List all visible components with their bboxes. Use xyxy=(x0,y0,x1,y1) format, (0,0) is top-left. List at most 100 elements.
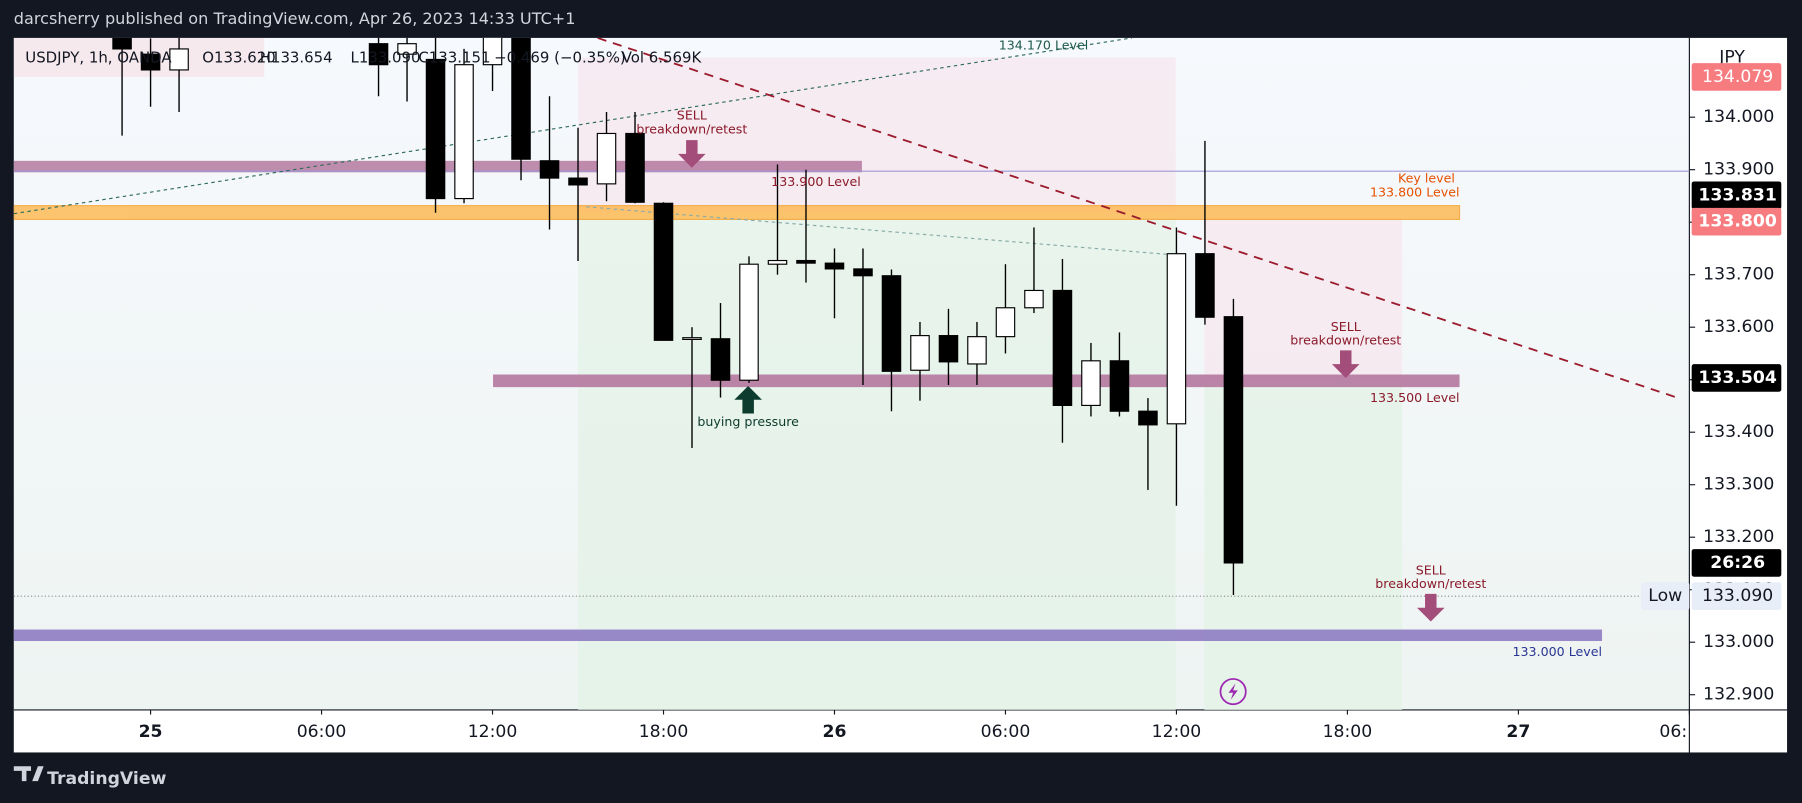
candle-body xyxy=(368,43,389,66)
y-tick-label: 133.700 xyxy=(1703,265,1774,285)
candle-body xyxy=(1081,360,1101,407)
candle-body xyxy=(454,64,474,200)
price-label: Low xyxy=(1648,586,1682,606)
x-tick-label: 26 xyxy=(822,722,846,742)
annotation: SELL xyxy=(677,108,707,123)
annotation: SELL xyxy=(1416,562,1446,577)
ohlc-value: Vol 6.569K xyxy=(622,49,703,67)
annotation: buying pressure xyxy=(697,414,799,429)
price-axis xyxy=(1689,37,1788,753)
price-label: 133.090 xyxy=(1702,586,1773,606)
annotation: 134.170 Level xyxy=(999,37,1089,52)
brand: TradingView xyxy=(47,769,166,789)
zone-133000 xyxy=(13,629,1603,642)
candle-body xyxy=(1109,360,1130,412)
candle-body xyxy=(1052,289,1073,407)
candle-body xyxy=(824,262,845,270)
candle-body xyxy=(853,268,873,277)
trend-line xyxy=(597,37,1681,400)
event-icon[interactable] xyxy=(1219,678,1247,706)
annotation: 133.800 Level xyxy=(1370,184,1460,199)
price-label: 133.831 xyxy=(1698,185,1776,205)
price-label: 133.504 xyxy=(1698,368,1776,388)
ohlc-value: L133.090 xyxy=(351,49,421,67)
candles xyxy=(112,37,1244,595)
logo xyxy=(13,766,44,782)
candle-body xyxy=(1223,316,1244,564)
currency: JPY xyxy=(1718,47,1745,67)
x-tick-label: 12:00 xyxy=(468,722,518,742)
annotation: 133.500 Level xyxy=(1370,390,1460,405)
y-tick-label: 133.200 xyxy=(1703,527,1774,547)
price-label-bg xyxy=(1691,207,1782,236)
x-tick-label: 18:00 xyxy=(639,722,689,742)
annotation: 133.900 Level xyxy=(771,174,861,189)
ohlc-value: −0.469 (−0.35%) xyxy=(494,49,626,67)
price-label-bg xyxy=(1691,582,1782,611)
candle-body xyxy=(881,275,902,372)
annotation: 133.000 Level xyxy=(1512,644,1602,659)
zone-133500 xyxy=(493,374,1460,388)
annotation: breakdown/retest xyxy=(1375,576,1486,591)
annotation: Key level xyxy=(1398,171,1455,186)
x-tick-label: 12:00 xyxy=(1152,722,1202,742)
x-tick-label: 06: xyxy=(1659,722,1687,742)
annotation: SELL xyxy=(1331,319,1361,334)
publisher: darcsherry published on TradingView.com,… xyxy=(14,9,576,28)
zone-133800 xyxy=(13,205,1461,220)
candle-body xyxy=(112,37,132,50)
price-label-bg xyxy=(1641,582,1690,611)
candle-body xyxy=(539,160,560,179)
candle-body xyxy=(140,53,161,71)
candle-body xyxy=(1138,410,1158,426)
candle-body xyxy=(682,337,702,340)
candle-body xyxy=(796,259,816,264)
x-tick-label: 06:00 xyxy=(981,722,1031,742)
candle-body xyxy=(1195,253,1215,318)
candle-body xyxy=(910,335,930,371)
candle-body xyxy=(625,132,645,203)
candle-body xyxy=(1024,289,1044,309)
y-tick-label: 133.900 xyxy=(1703,160,1774,180)
y-tick-label: 134.000 xyxy=(1703,107,1774,127)
candle-body xyxy=(767,259,788,265)
ohlc-value: H133.654 xyxy=(260,49,333,67)
candle-body xyxy=(596,132,617,185)
y-tick-label: 133.000 xyxy=(1703,632,1774,652)
candle-body xyxy=(739,263,759,381)
x-tick-label: 25 xyxy=(139,722,163,742)
price-label: 133.800 xyxy=(1698,212,1776,232)
candle-body xyxy=(425,58,446,200)
x-tick-label: 18:00 xyxy=(1323,722,1373,742)
arrow-down xyxy=(1417,593,1445,622)
candle-body xyxy=(995,307,1016,338)
y-tick-label: 133.300 xyxy=(1703,475,1774,495)
candle-body xyxy=(397,43,417,55)
target-zone xyxy=(578,212,1176,710)
y-tick-label: 132.900 xyxy=(1703,685,1774,705)
ohlc-value: O133.620 xyxy=(202,49,275,67)
drawings xyxy=(13,37,1690,710)
arrow-down xyxy=(1331,350,1360,378)
y-tick-label: 133.400 xyxy=(1703,422,1774,442)
candle-body xyxy=(967,336,987,365)
symbol-info: USDJPY, 1h, OANDA xyxy=(25,49,172,67)
candle-body xyxy=(511,37,531,160)
candle-body xyxy=(482,37,503,66)
annotation: breakdown/retest xyxy=(1290,333,1401,348)
candle-body xyxy=(710,338,731,381)
y-tick-label: 133.600 xyxy=(1703,317,1774,337)
price-label-bg xyxy=(1691,549,1782,577)
candle-body xyxy=(653,202,674,341)
x-tick-label: 06:00 xyxy=(297,722,347,742)
trend-line xyxy=(13,37,1133,215)
ohlc-value: C133.151 xyxy=(418,49,490,67)
annotation: breakdown/retest xyxy=(636,121,747,136)
price-label-bg xyxy=(1691,364,1782,392)
price-label: 26:26 xyxy=(1710,553,1765,573)
price-label: 134.079 xyxy=(1702,67,1773,87)
price-label-bg xyxy=(1691,63,1782,91)
